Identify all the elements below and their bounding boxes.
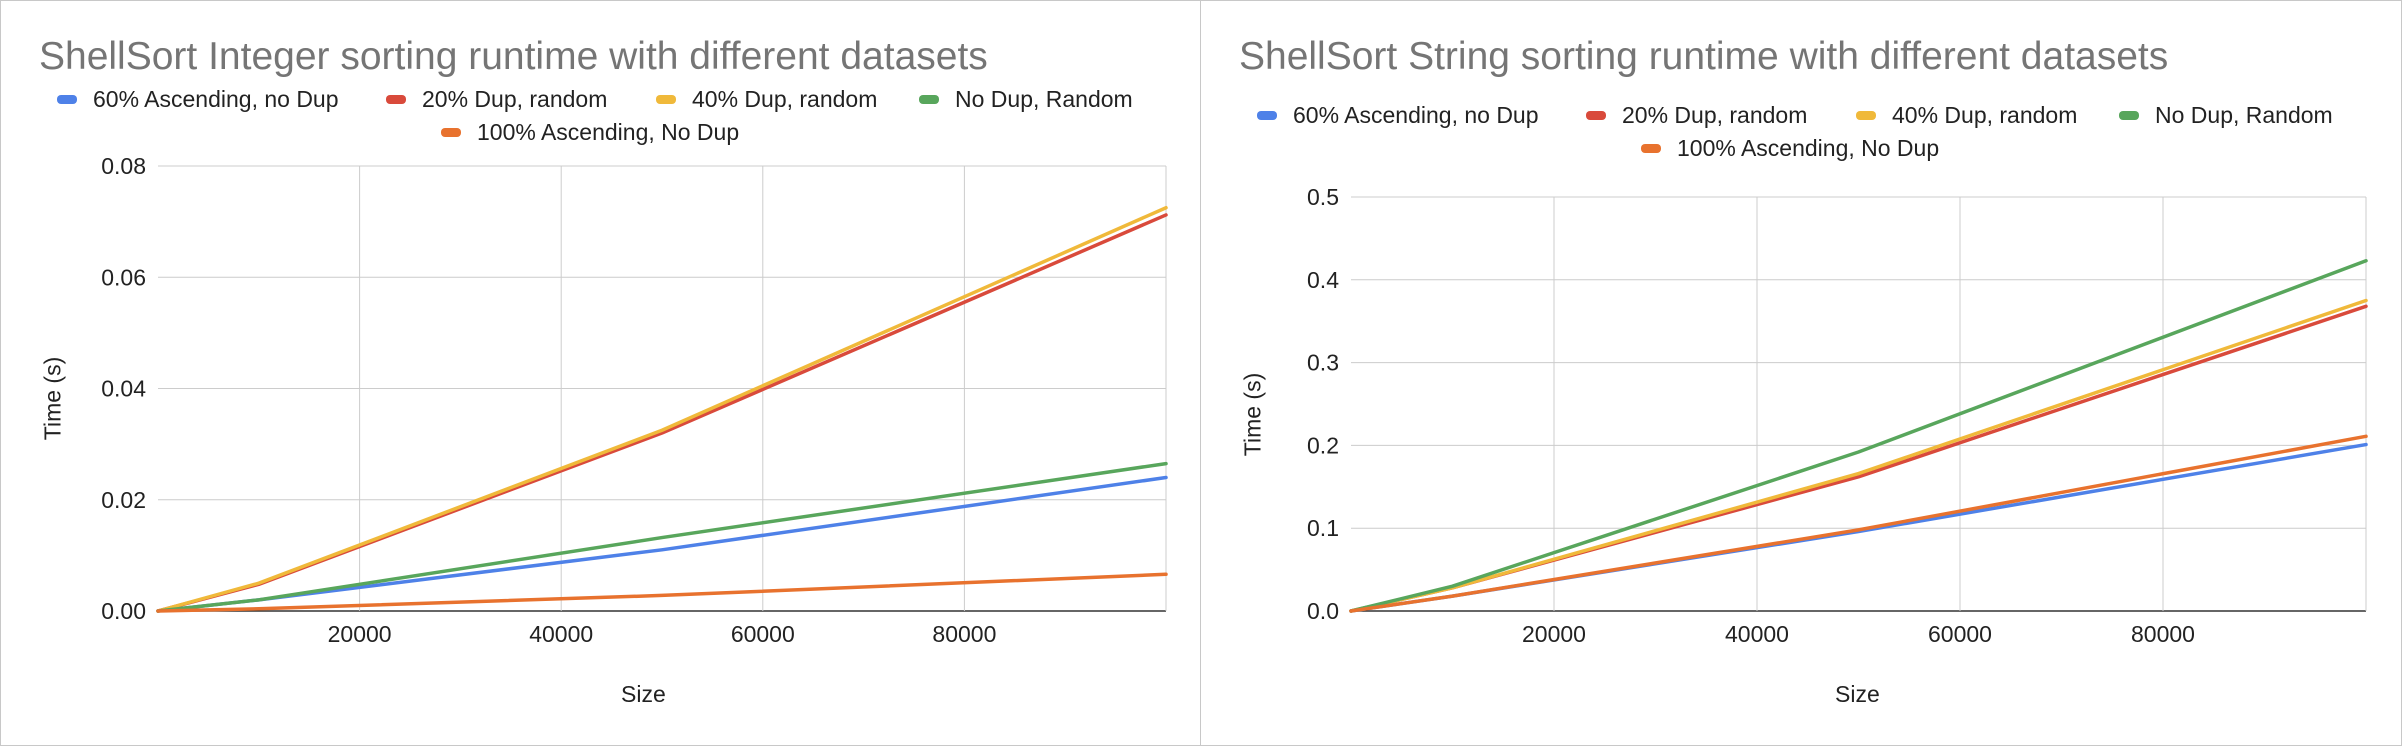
y-tick-label: 0.08 bbox=[101, 153, 146, 179]
legend-label: 100% Ascending, No Dup bbox=[477, 119, 740, 145]
legend-label: 20% Dup, random bbox=[1622, 102, 1808, 128]
y-tick-label: 0.02 bbox=[101, 487, 146, 513]
legend-swatch bbox=[919, 95, 939, 104]
x-axis-label: Size bbox=[621, 681, 666, 707]
y-tick-label: 0.4 bbox=[1307, 267, 1339, 293]
legend-label: No Dup, Random bbox=[2155, 102, 2333, 128]
legend-item-100-ascending[interactable]: 100% Ascending, No Dup bbox=[441, 119, 739, 146]
legend-item-40-dup[interactable]: 40% Dup, random bbox=[1856, 102, 2077, 129]
legend-swatch bbox=[1257, 111, 1277, 120]
chart-title: ShellSort Integer sorting runtime with d… bbox=[39, 35, 988, 78]
legend-item-no-dup[interactable]: No Dup, Random bbox=[919, 86, 1133, 113]
legend-label: No Dup, Random bbox=[955, 86, 1133, 112]
legend-item-100-ascending[interactable]: 100% Ascending, No Dup bbox=[1641, 135, 1939, 162]
legend-label: 40% Dup, random bbox=[1892, 102, 2078, 128]
chart-title: ShellSort String sorting runtime with di… bbox=[1239, 35, 2169, 78]
y-tick-label: 0.5 bbox=[1307, 184, 1339, 210]
series-line-100-ascending-no-dup bbox=[1349, 434, 2368, 613]
y-tick-label: 0.1 bbox=[1307, 515, 1339, 541]
y-tick-label: 0.3 bbox=[1307, 350, 1339, 376]
integer-plot-area: 0.00 0.02 0.04 0.06 0.08 20000 40000 60000 80000 bbox=[101, 153, 1168, 647]
series-line-40-dup-random bbox=[156, 205, 1168, 613]
legend-swatch bbox=[57, 95, 77, 104]
legend-item-40-dup[interactable]: 40% Dup, random bbox=[656, 86, 877, 113]
series-line-100-ascending-no-dup bbox=[156, 572, 1168, 613]
y-tick-label: 0.0 bbox=[1307, 598, 1339, 624]
legend-label: 20% Dup, random bbox=[422, 86, 608, 112]
legend-label: 100% Ascending, No Dup bbox=[1677, 135, 1940, 161]
x-tick-label: 40000 bbox=[529, 621, 593, 647]
string-chart-panel: ShellSort String sorting runtime with di… bbox=[1200, 0, 2402, 746]
legend-label: 60% Ascending, no Dup bbox=[1293, 102, 1539, 128]
x-tick-label: 80000 bbox=[932, 621, 996, 647]
x-tick-label: 20000 bbox=[1522, 621, 1586, 647]
legend-label: 40% Dup, random bbox=[692, 86, 878, 112]
legend-label: 60% Ascending, no Dup bbox=[93, 86, 339, 112]
series-line-40-dup-random bbox=[1349, 298, 2368, 613]
legend-swatch bbox=[441, 128, 461, 137]
legend-item-20-dup[interactable]: 20% Dup, random bbox=[1586, 102, 1807, 129]
x-tick-label: 60000 bbox=[1928, 621, 1992, 647]
legend-swatch bbox=[656, 95, 676, 104]
integer-chart-panel: ShellSort Integer sorting runtime with d… bbox=[0, 0, 1202, 746]
series-line-no-dup-random bbox=[156, 461, 1168, 613]
legend-item-60-ascending[interactable]: 60% Ascending, no Dup bbox=[1257, 102, 1539, 129]
x-axis-label: Size bbox=[1835, 681, 1880, 707]
x-tick-label: 40000 bbox=[1725, 621, 1789, 647]
legend-item-no-dup[interactable]: No Dup, Random bbox=[2119, 102, 2333, 129]
legend-swatch bbox=[1586, 111, 1606, 120]
x-tick-label: 60000 bbox=[731, 621, 795, 647]
legend-swatch bbox=[386, 95, 406, 104]
y-tick-label: 0.00 bbox=[101, 598, 146, 624]
x-tick-label: 20000 bbox=[328, 621, 392, 647]
string-plot-area: 0.0 0.1 0.2 0.3 0.4 0.5 20000 40000 60000 80000 bbox=[1307, 184, 2368, 647]
y-tick-label: 0.06 bbox=[101, 264, 146, 290]
legend-swatch bbox=[2119, 111, 2139, 120]
series-line-no-dup-random bbox=[1349, 259, 2368, 613]
legend-swatch bbox=[1856, 111, 1876, 120]
y-tick-label: 0.2 bbox=[1307, 432, 1339, 458]
y-tick-label: 0.04 bbox=[101, 376, 146, 402]
legend-item-60-ascending[interactable]: 60% Ascending, no Dup bbox=[57, 86, 339, 113]
legend-item-20-dup[interactable]: 20% Dup, random bbox=[386, 86, 607, 113]
legend-swatch bbox=[1641, 144, 1661, 153]
x-tick-label: 80000 bbox=[2131, 621, 2195, 647]
